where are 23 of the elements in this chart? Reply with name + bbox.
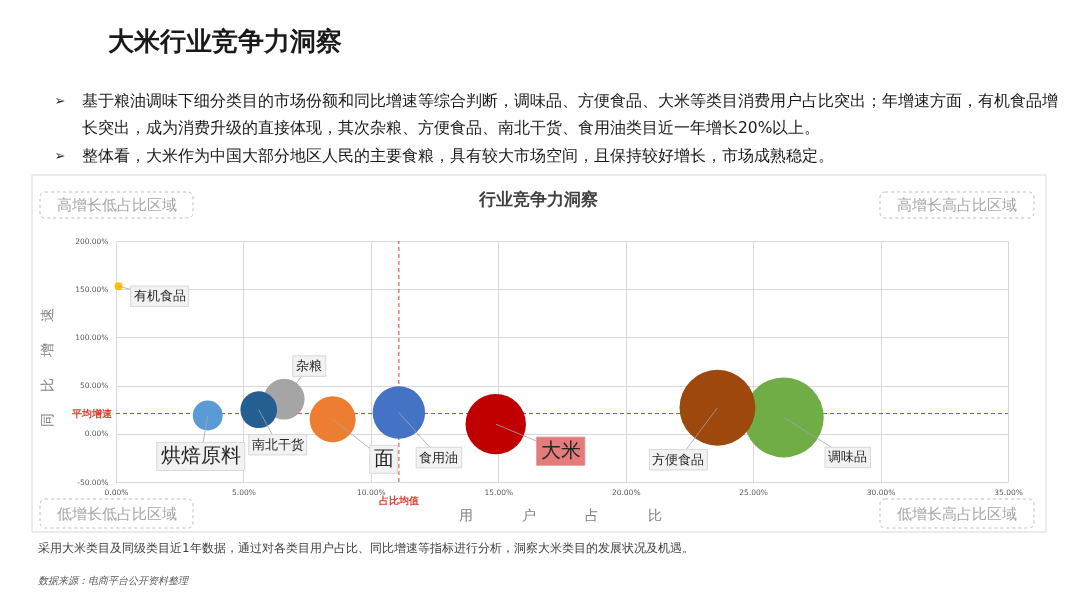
- text: ➢ 基于粮油调味下细分类目的市场份额和同比增速等综合判断，调味品、方便食品、大米等类目消费用户占比突出；年增速方面，有机食品增长突出，成为消费升级的直接体现，其次杂粮、方便食品、南北干货、食用油类目近一年增长20%以上。: [54, 92, 1058, 137]
- series-label: 食用油: [419, 449, 459, 465]
- text: 低增长高占比区域: [897, 504, 1017, 523]
- chart-title: 大米行业竞争力洞察: [108, 26, 342, 56]
- series-label: 面: [373, 446, 394, 471]
- series-label: 调味品: [828, 449, 868, 465]
- text: 采用大米类目及同级类目近1年数据，通过对各类目用户占比、同比增速等指标进行分析，洞察大米类目的发展状况及机遇。: [38, 541, 694, 555]
- series-label: 有机食品: [133, 288, 186, 304]
- x-axis-title: 用 户 占 比: [458, 507, 662, 523]
- source-note: 数据来源：电商平台公开资料整理: [38, 575, 189, 586]
- chart-subtitle: 行业竞争力洞察: [477, 189, 598, 209]
- text: 高增长低占比区域: [56, 196, 177, 214]
- series-label: 方便食品: [652, 451, 705, 467]
- y-axis-title: 同 比 增 速: [39, 307, 55, 427]
- text: ➢ 整体看，大米作为中国大部分地区人民的主要食粮，具有较大市场空间，且保持较好增长，市场成熟稳定。: [54, 147, 834, 165]
- ref-line-label: 平均增速: [71, 407, 113, 419]
- series-label: 杂粮: [296, 358, 323, 374]
- text: 低增长低占比区域: [56, 504, 177, 523]
- series-label: 大米: [540, 438, 581, 463]
- ref-line-label: 占比均值: [378, 495, 419, 506]
- series-label: 南北干货: [251, 436, 304, 452]
- series-label: 烘焙原料: [160, 443, 241, 468]
- text: 高增长高占比区域: [897, 196, 1017, 214]
